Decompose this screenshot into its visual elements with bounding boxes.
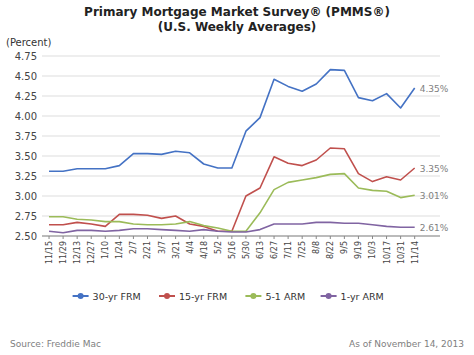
x-tick-label: 1/10 xyxy=(101,241,110,259)
chart: Primary Mortgage Market Survey® (PMMS®)(… xyxy=(0,0,474,355)
subtitle: (U.S. Weekly Averages) xyxy=(158,20,317,34)
x-tick xyxy=(316,236,317,239)
lines xyxy=(49,70,415,233)
end-label: 3.01% xyxy=(420,191,449,201)
x-tick xyxy=(344,236,345,239)
x-tick xyxy=(105,236,106,239)
x-tick-label: 7/11 xyxy=(284,241,293,259)
grid-line xyxy=(42,176,440,177)
x-tick-label: 7/25 xyxy=(298,241,307,259)
x-tick-label: 3/21 xyxy=(172,241,181,259)
x-tick-label: 2/21 xyxy=(143,241,152,259)
x-tick-label: 8/8 xyxy=(312,241,321,254)
legend-marker xyxy=(164,293,170,299)
x-tick xyxy=(358,236,359,239)
legend-label: 30-yr FRM xyxy=(93,291,141,302)
x-tick xyxy=(175,236,176,239)
x-tick xyxy=(217,236,218,239)
x-tick xyxy=(372,236,373,239)
x-tick xyxy=(49,236,50,239)
x-tick xyxy=(245,236,246,239)
legend: 30-yr FRM 15-yr FRM 5-1 ARM 1-yr ARM xyxy=(73,291,384,302)
grid-line xyxy=(42,216,440,217)
legend-label: 1-yr ARM xyxy=(341,291,384,302)
y-axis-label: (Percent) xyxy=(6,37,52,48)
x-tick-label: 5/16 xyxy=(228,241,237,259)
x-axis-line xyxy=(42,236,440,237)
x-tick-label: 5/2 xyxy=(214,241,223,254)
x-tick-label: 6/27 xyxy=(270,241,279,259)
x-tick xyxy=(63,236,64,239)
y-tick-label: 3.50 xyxy=(15,151,37,162)
x-tick-label: 9/19 xyxy=(354,241,363,259)
x-tick-label: 11/14 xyxy=(411,241,420,264)
grid-line xyxy=(42,76,440,77)
x-tick-label: 10/3 xyxy=(368,241,377,259)
title: Primary Mortgage Market Survey® (PMMS®) xyxy=(84,5,390,19)
legend-marker xyxy=(250,293,256,299)
x-tick-label: 1/24 xyxy=(115,241,124,259)
grid-line xyxy=(42,136,440,137)
x-tick-label: 11/15 xyxy=(45,241,54,264)
x-tick-label: 10/31 xyxy=(397,241,406,264)
y-tick-label: 4.25 xyxy=(15,91,37,102)
grid-line xyxy=(42,156,440,157)
x-tick xyxy=(259,236,260,239)
end-label: 3.35% xyxy=(420,164,449,174)
x-tick-label: 4/18 xyxy=(200,241,209,259)
series-line xyxy=(49,148,415,231)
y-tick-label: 4.50 xyxy=(15,71,37,82)
x-tick-label: 12/27 xyxy=(87,241,96,264)
x-tick xyxy=(231,236,232,239)
series-line xyxy=(49,70,415,172)
grid-line xyxy=(42,196,440,197)
x-tick xyxy=(400,236,401,239)
x-tick-label: 3/7 xyxy=(158,241,167,254)
x-tick-label: 12/13 xyxy=(73,241,82,264)
grid-line xyxy=(42,56,440,57)
legend-label: 15-yr FRM xyxy=(179,291,227,302)
x-tick xyxy=(119,236,120,239)
x-tick xyxy=(91,236,92,239)
y-tick-label: 3.00 xyxy=(15,191,37,202)
x-tick-label: 10/17 xyxy=(383,241,392,264)
x-tick xyxy=(133,236,134,239)
end-label: 2.61% xyxy=(420,223,449,233)
grid-line xyxy=(42,116,440,117)
legend-marker xyxy=(78,293,84,299)
x-tick xyxy=(386,236,387,239)
x-tick-label: 4/4 xyxy=(186,241,195,254)
x-tick xyxy=(330,236,331,239)
x-tick xyxy=(147,236,148,239)
x-tick xyxy=(288,236,289,239)
x-tick-label: 5/30 xyxy=(242,241,251,259)
x-tick-label: 2/7 xyxy=(129,241,138,254)
x-tick xyxy=(189,236,190,239)
x-tick xyxy=(274,236,275,239)
x-tick xyxy=(203,236,204,239)
series-line xyxy=(49,222,415,232)
y-tick-label: 3.25 xyxy=(15,171,37,182)
legend-label: 5-1 ARM xyxy=(265,291,305,302)
source-note: Source: Freddie Mac xyxy=(10,339,101,349)
x-tick-label: 8/22 xyxy=(326,241,335,259)
legend-marker xyxy=(326,293,332,299)
x-tick xyxy=(302,236,303,239)
y-tick-label: 2.75 xyxy=(15,211,37,222)
x-tick-label: 6/13 xyxy=(256,241,265,259)
y-grid xyxy=(42,56,440,236)
as-of-note: As of November 14, 2013 xyxy=(349,339,464,349)
y-tick-label: 2.50 xyxy=(15,231,37,242)
y-tick-label: 4.00 xyxy=(15,111,37,122)
x-tick xyxy=(161,236,162,239)
x-tick xyxy=(414,236,415,239)
x-tick-label: 11/29 xyxy=(59,241,68,264)
grid-line xyxy=(42,236,440,237)
x-tick xyxy=(77,236,78,239)
y-tick-label: 4.75 xyxy=(15,51,37,62)
x-tick-label: 9/5 xyxy=(340,241,349,254)
end-label: 4.35% xyxy=(420,84,449,94)
y-tick-label: 3.75 xyxy=(15,131,37,142)
